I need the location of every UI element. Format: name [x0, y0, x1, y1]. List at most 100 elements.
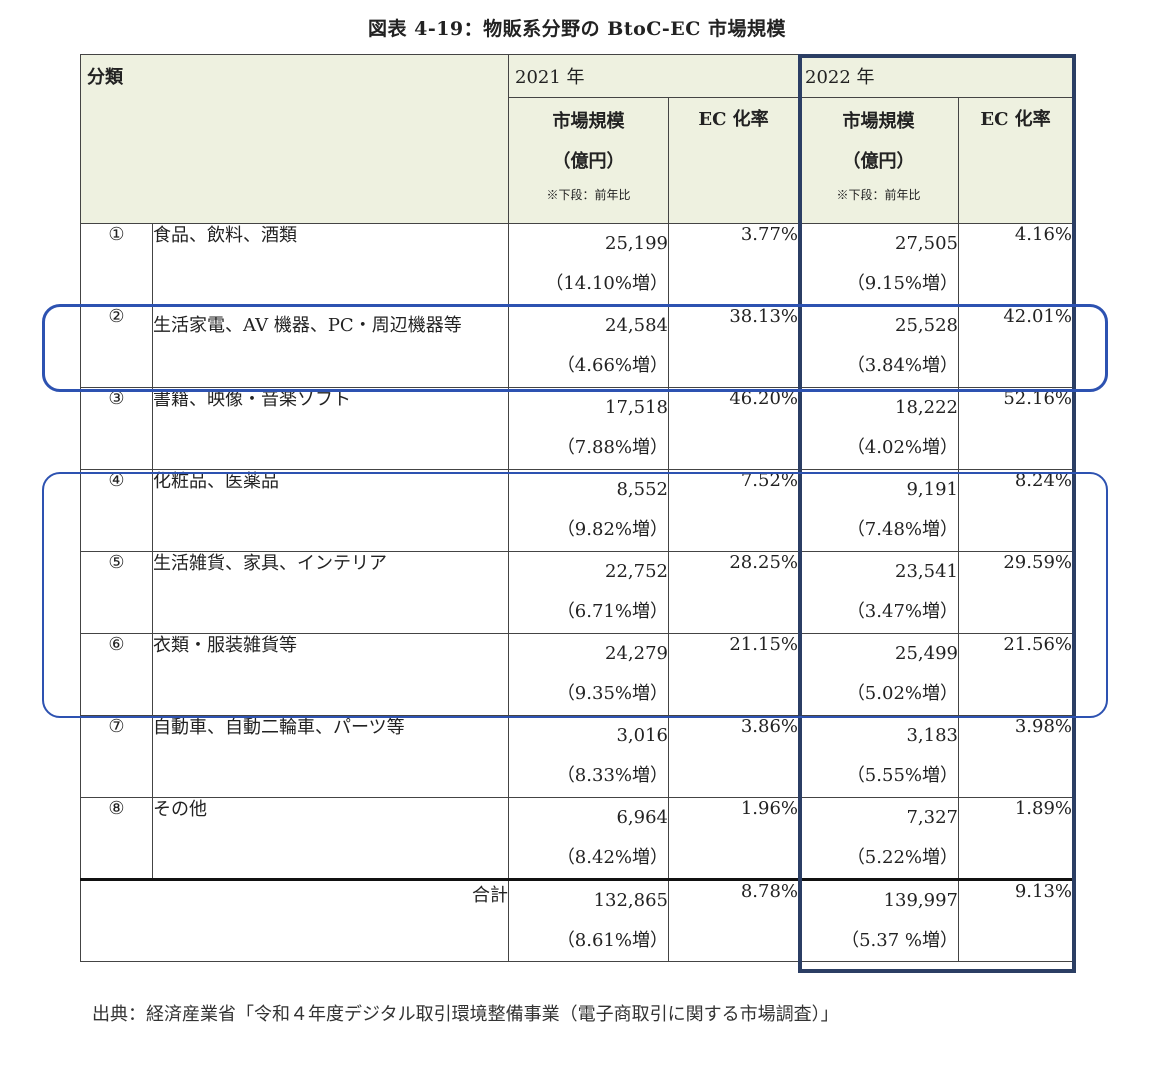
size-value: 17,518: [605, 397, 668, 418]
row-2021-market-size: 8,552 （9.82%増）: [508, 469, 669, 552]
row-2022-market-size: 23,541 （3.47%増）: [798, 551, 959, 634]
row-2021-ec-rate: 46.20%: [668, 387, 799, 470]
row-number: ⑥: [80, 633, 153, 716]
row-2022-market-size: 7,327 （5.22%増）: [798, 797, 959, 880]
growth-value: （7.88%増）: [556, 437, 668, 458]
total-2022-ec-rate: 9.13%: [958, 878, 1073, 962]
size-value: 24,584: [605, 315, 668, 336]
total-2021-ec-rate: 8.78%: [668, 878, 799, 962]
row-2021-market-size: 25,199 （14.10%増）: [508, 223, 669, 306]
table-row: ⑦ 自動車、自動二輪車、パーツ等 3,016 （8.33%増） 3.86% 3,1…: [80, 715, 1073, 798]
row-2021-ec-rate: 38.13%: [668, 305, 799, 388]
row-category: 化粧品、医薬品: [152, 469, 509, 552]
table-row: ④ 化粧品、医薬品 8,552 （9.82%増） 7.52% 9,191 （7.48…: [80, 469, 1073, 552]
size-value: 3,016: [616, 725, 668, 746]
growth-value: （5.55%増）: [846, 765, 958, 786]
growth-value: （9.15%増）: [846, 273, 958, 294]
header-category-label: 分類: [87, 67, 123, 88]
size-value: 22,752: [605, 561, 668, 582]
row-2021-ec-rate: 28.25%: [668, 551, 799, 634]
total-row: 合計 132,865 （8.61%増） 8.78% 139,997 （5.37 %増…: [80, 878, 1073, 962]
size-value: 25,528: [895, 315, 958, 336]
row-number: ②: [80, 305, 153, 388]
growth-value: （8.33%増）: [556, 765, 668, 786]
growth-value: （5.22%増）: [846, 847, 958, 868]
growth-value: （8.42%増）: [556, 847, 668, 868]
row-2021-ec-rate: 3.77%: [668, 223, 799, 306]
total-2022-market-size: 139,997 （5.37 %増）: [798, 878, 959, 962]
row-number: ①: [80, 223, 153, 306]
market-size-table: 分類 2021 年 2022 年 市場規模 （億円） ※下段：前年比 EC 化率…: [80, 54, 1073, 962]
size-value: 25,499: [895, 643, 958, 664]
row-2022-market-size: 3,183 （5.55%増）: [798, 715, 959, 798]
ec-rate-label: EC 化率: [698, 109, 769, 130]
header-year-2022-label: 2022 年: [805, 67, 875, 88]
size-value: 132,865: [593, 890, 668, 911]
row-2021-ec-rate: 3.86%: [668, 715, 799, 798]
growth-value: （7.48%増）: [846, 519, 958, 540]
header-row-columns: 市場規模 （億円） ※下段：前年比 EC 化率 市場規模 （億円） ※下段：前年…: [81, 97, 1073, 224]
row-category: 自動車、自動二輪車、パーツ等: [152, 715, 509, 798]
row-2021-market-size: 6,964 （8.42%増）: [508, 797, 669, 880]
market-size-label: 市場規模: [552, 111, 625, 132]
row-2022-ec-rate: 3.98%: [958, 715, 1073, 798]
market-size-unit: （億円）: [552, 151, 625, 172]
header-year-2021-label: 2021 年: [515, 67, 585, 88]
size-value: 27,505: [895, 233, 958, 254]
row-2022-market-size: 18,222 （4.02%増）: [798, 387, 959, 470]
size-value: 24,279: [605, 643, 668, 664]
row-2021-ec-rate: 7.52%: [668, 469, 799, 552]
row-2022-ec-rate: 29.59%: [958, 551, 1073, 634]
table-title: 図表 4-19：物販系分野の BtoC-EC 市場規模: [367, 18, 786, 40]
row-category: 書籍、映像・音楽ソフト: [152, 387, 509, 470]
row-2021-ec-rate: 21.15%: [668, 633, 799, 716]
row-category: 生活雑貨、家具、インテリア: [152, 551, 509, 634]
header-year-2021: 2021 年: [508, 54, 799, 98]
growth-value: （6.71%増）: [556, 601, 668, 622]
row-category: 食品、飲料、酒類: [152, 223, 509, 306]
growth-value: （4.66%増）: [556, 355, 668, 376]
size-value: 25,199: [605, 233, 668, 254]
row-2022-ec-rate: 21.56%: [958, 633, 1073, 716]
row-2022-ec-rate: 42.01%: [958, 305, 1073, 388]
growth-value: （3.47%増）: [846, 601, 958, 622]
row-category: その他: [152, 797, 509, 880]
row-number: ⑤: [80, 551, 153, 634]
total-label: 合計: [80, 878, 509, 962]
row-2021-market-size: 22,752 （6.71%増）: [508, 551, 669, 634]
row-2021-market-size: 24,584 （4.66%増）: [508, 305, 669, 388]
size-value: 23,541: [895, 561, 958, 582]
size-value: 18,222: [895, 397, 958, 418]
row-number: ⑧: [80, 797, 153, 880]
table-row: ② 生活家電、AV 機器、PC・周辺機器等 24,584 （4.66%増） 38.…: [80, 305, 1073, 388]
growth-value: （4.02%増）: [846, 437, 958, 458]
growth-value: （5.37 %増）: [841, 930, 958, 951]
growth-value: （8.61%増）: [556, 930, 668, 951]
row-2021-market-size: 17,518 （7.88%増）: [508, 387, 669, 470]
header-2021-ec-rate: EC 化率: [668, 97, 799, 224]
size-value: 9,191: [906, 479, 958, 500]
header-row-years: 分類 2021 年 2022 年: [80, 54, 1073, 224]
row-number: ③: [80, 387, 153, 470]
row-number: ④: [80, 469, 153, 552]
growth-value: （5.02%増）: [846, 683, 958, 704]
table-row: ③ 書籍、映像・音楽ソフト 17,518 （7.88%増） 46.20% 18,2…: [80, 387, 1073, 470]
row-2022-market-size: 25,499 （5.02%増）: [798, 633, 959, 716]
row-2022-ec-rate: 8.24%: [958, 469, 1073, 552]
growth-value: （9.82%増）: [556, 519, 668, 540]
table-row: ⑥ 衣類・服装雑貨等 24,279 （9.35%増） 21.15% 25,499 （…: [80, 633, 1073, 716]
header-2022-ec-rate: EC 化率: [958, 97, 1073, 224]
row-2022-ec-rate: 1.89%: [958, 797, 1073, 880]
total-2021-market-size: 132,865 （8.61%増）: [508, 878, 669, 962]
size-value: 7,327: [906, 807, 958, 828]
header-year-2022: 2022 年: [798, 54, 1073, 98]
header-category: 分類: [80, 54, 509, 224]
row-2022-ec-rate: 4.16%: [958, 223, 1073, 306]
row-2021-market-size: 3,016 （8.33%増）: [508, 715, 669, 798]
row-2021-market-size: 24,279 （9.35%増）: [508, 633, 669, 716]
market-size-note: ※下段：前年比: [546, 188, 631, 202]
growth-value: （14.10%増）: [545, 273, 668, 294]
table-row: ⑤ 生活雑貨、家具、インテリア 22,752 （6.71%増） 28.25% 23…: [80, 551, 1073, 634]
size-value: 139,997: [883, 890, 958, 911]
growth-value: （3.84%増）: [846, 355, 958, 376]
